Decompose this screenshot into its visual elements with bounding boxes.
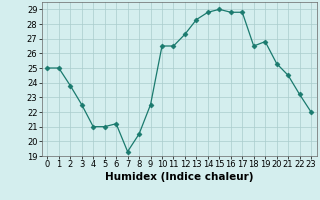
X-axis label: Humidex (Indice chaleur): Humidex (Indice chaleur): [105, 172, 253, 182]
